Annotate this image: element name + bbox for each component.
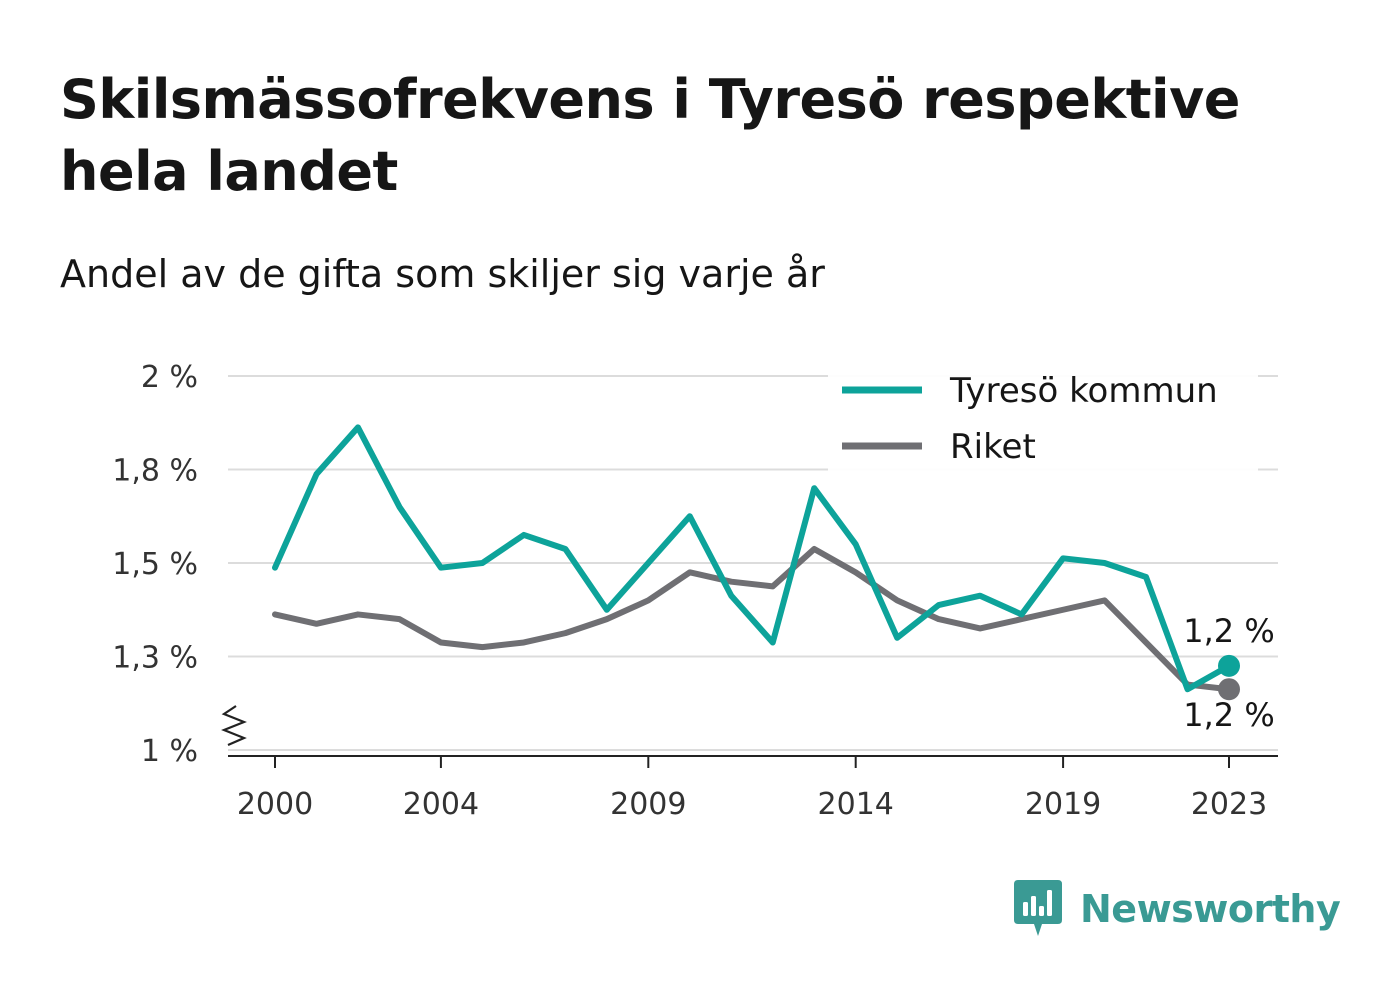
legend: Tyresö kommun Riket: [828, 364, 1258, 472]
end-label-tyreso: 1,2 %: [1183, 612, 1274, 650]
legend-label-tyreso: Tyresö kommun: [949, 371, 1218, 411]
newsworthy-logo: Newsworthy: [1012, 878, 1341, 940]
x-tick-label: 2004: [403, 787, 479, 822]
y-axis-break-icon: [221, 705, 247, 747]
brand-name: Newsworthy: [1080, 887, 1341, 931]
chart-title: Skilsmässofrekvens i Tyresö respektive h…: [60, 68, 1240, 203]
end-marker-riket: [1218, 678, 1240, 701]
y-tick-label: 1,5 %: [112, 547, 198, 582]
end-marker-tyreso: [1218, 654, 1240, 677]
legend-background: [828, 364, 1258, 472]
y-tick-label: 1,8 %: [112, 454, 198, 489]
y-tick-label: 2 %: [141, 360, 198, 395]
legend-label-riket: Riket: [950, 427, 1036, 467]
y-tick-labels: 2 % 1,8 % 1,5 % 1,3 % 1 %: [112, 360, 198, 769]
x-tick-label: 2000: [237, 787, 313, 822]
axes: [221, 705, 1278, 768]
series-line-tyreso: [272, 424, 1232, 693]
x-tick-label: 2019: [1025, 787, 1101, 822]
series-line-riket: [272, 545, 1232, 693]
x-tick-label: 2014: [818, 787, 894, 822]
end-markers: [1218, 654, 1240, 701]
y-tick-label: 1 %: [141, 734, 198, 769]
series-lines: [272, 424, 1232, 693]
end-label-riket: 1,2 %: [1183, 696, 1274, 734]
chart-subtitle: Andel av de gifta som skiljer sig varje …: [60, 252, 825, 296]
x-tick-labels: 2000 2004 2009 2014 2019 2023: [237, 787, 1267, 822]
x-tick-label: 2009: [610, 787, 686, 822]
x-tick-label: 2023: [1191, 787, 1267, 822]
bar-chart-speech-bubble-icon: [1014, 880, 1062, 936]
y-tick-label: 1,3 %: [112, 641, 198, 676]
